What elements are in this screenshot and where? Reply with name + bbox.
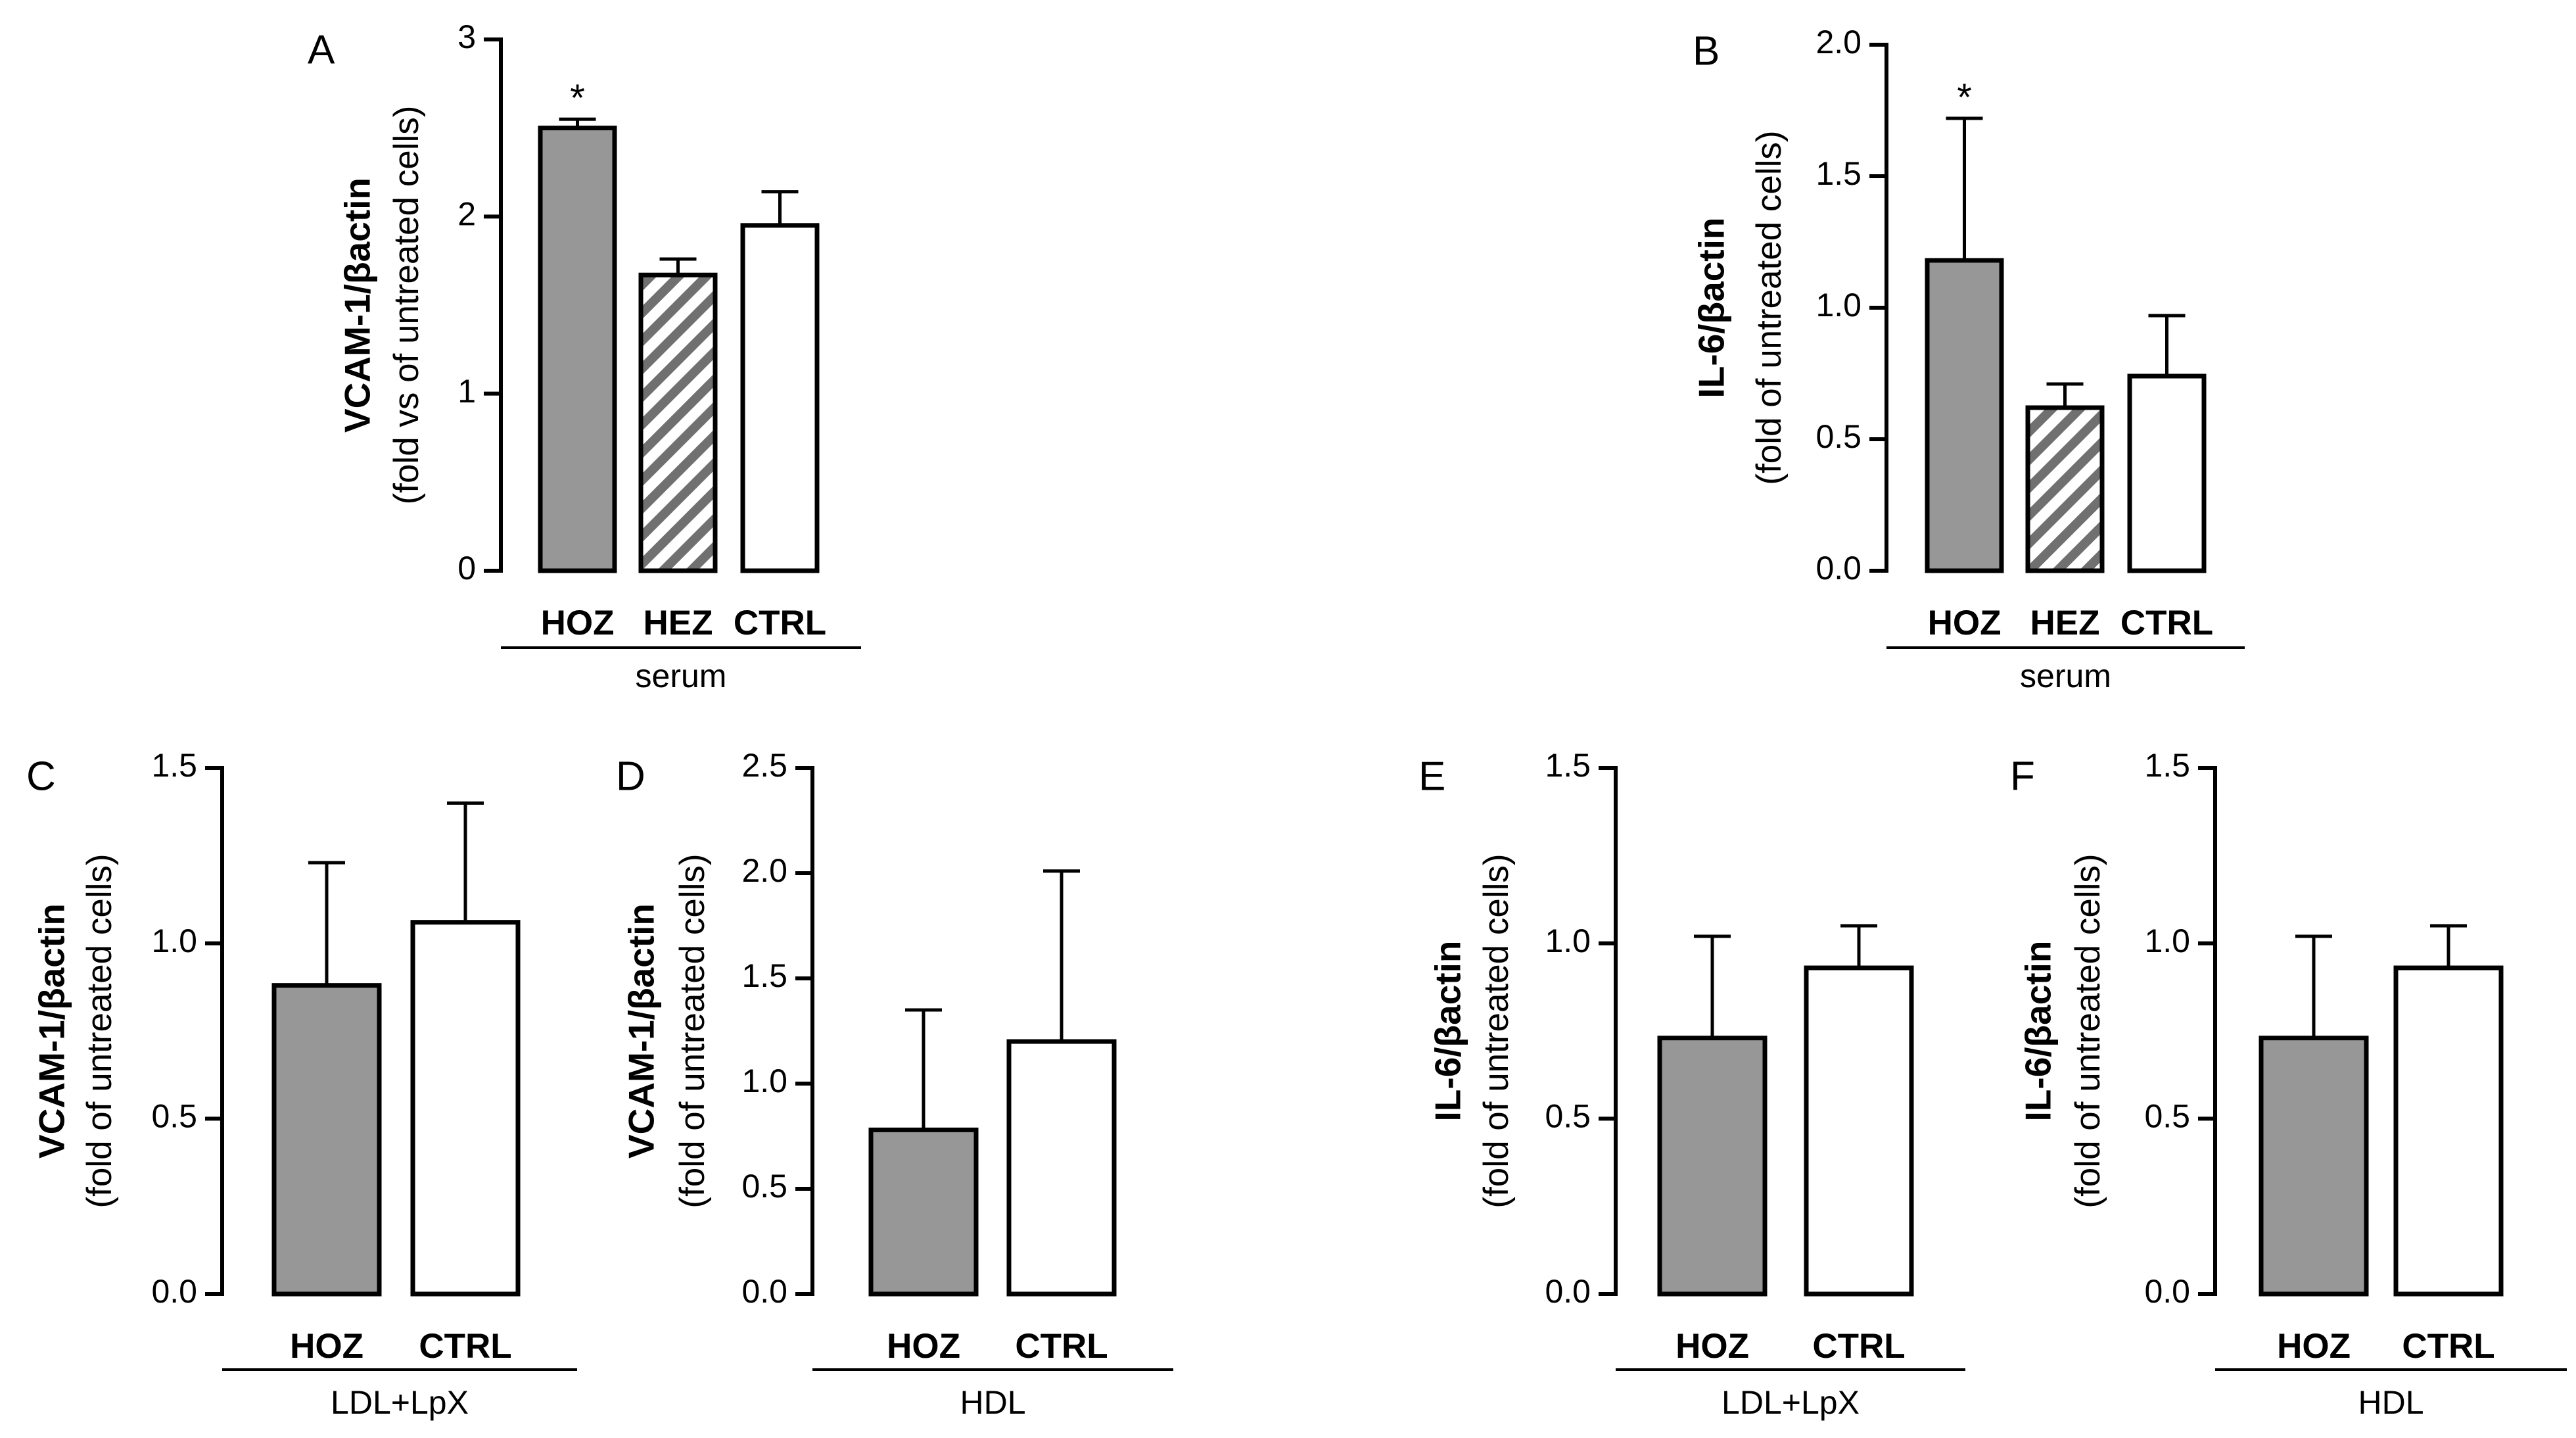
- panel-c-y-tick-label: 1.0: [151, 923, 197, 959]
- panel-e-bar-hoz: [1657, 1036, 1768, 1297]
- panel-b-y-tick-label: 2.0: [1815, 24, 1862, 60]
- panel-a-y-axis-title: VCAM-1/βactin: [337, 178, 378, 433]
- panel-c-letter: C: [26, 754, 56, 799]
- panel-d-category-label-hoz: HOZ: [887, 1327, 960, 1366]
- panel-b-category-label-hoz: HOZ: [1928, 604, 2002, 642]
- panel-d-y-tick-label: 0.0: [741, 1273, 787, 1310]
- panel-b-bar-hez: [2025, 405, 2105, 573]
- panel-b-letter: B: [1693, 28, 1720, 74]
- panel-d-category-label-ctrl: CTRL: [1015, 1327, 1108, 1366]
- panel-c-y-axis-subtitle: (fold of untreated cells): [80, 853, 119, 1208]
- panel-f-letter: F: [2010, 754, 2035, 799]
- panel-d-group-label: HDL: [960, 1384, 1025, 1421]
- panel-d-y-axis-subtitle: (fold of untreated cells): [673, 853, 712, 1208]
- panel-b-y-axis-title: IL-6/βactin: [1691, 218, 1732, 398]
- panel-f-y-tick-label: 0.0: [2144, 1273, 2190, 1310]
- panel-b-y-tick-label: 1.5: [1815, 155, 1862, 192]
- panel-a-bar-ctrl: [740, 223, 820, 573]
- panel-c-y-tick-label: 0.5: [151, 1098, 197, 1135]
- panel-c-group-label: LDL+LpX: [331, 1384, 469, 1421]
- panel-d-y-axis-title: VCAM-1/βactin: [621, 903, 662, 1159]
- panel-f-bar-ctrl: [2393, 965, 2504, 1297]
- panel-f-category-label-hoz: HOZ: [2277, 1327, 2351, 1366]
- panel-e-y-tick-label: 1.0: [1545, 923, 1591, 959]
- panel-d-y-tick-label: 2.0: [741, 852, 787, 889]
- panel-e-category-label-ctrl: CTRL: [1812, 1327, 1905, 1366]
- panel-e-group-label: LDL+LpX: [1721, 1384, 1860, 1421]
- panel-d-bar-hoz: [868, 1127, 979, 1297]
- panel-e-category-label-hoz: HOZ: [1675, 1327, 1749, 1366]
- panel-b-significance-hoz: *: [1957, 76, 1972, 119]
- panel-a-y-tick-label: 2: [457, 196, 476, 233]
- panel-a-category-label-hez: HEZ: [644, 604, 713, 642]
- panel-a-significance-hoz: *: [570, 77, 585, 120]
- panel-d-letter: D: [616, 754, 645, 799]
- panel-a-group-label: serum: [636, 658, 727, 694]
- panel-f-y-tick-label: 0.5: [2144, 1098, 2190, 1135]
- panel-c-category-label-hoz: HOZ: [290, 1327, 363, 1366]
- panel-f-group-label: HDL: [2358, 1384, 2424, 1421]
- panel-c-y-axis-title: VCAM-1/βactin: [32, 903, 72, 1159]
- panel-a-letter: A: [308, 27, 335, 72]
- panel-b-y-axis-subtitle: (fold of untreated cells): [1750, 130, 1789, 485]
- panel-c-bar-hoz: [271, 983, 382, 1297]
- panel-e-y-axis-title: IL-6/βactin: [1428, 941, 1468, 1122]
- panel-d: D 0.0 0.5 1.0 1.5 2.0 2.5 VCAM-1/βactin (fold of…: [616, 747, 1173, 1421]
- panel-e-y-tick-label: 0.5: [1545, 1098, 1591, 1135]
- panel-c: C 0.0 0.5 1.0 1.5 VCAM-1/βactin (fold of untre…: [26, 747, 577, 1421]
- panel-f-y-tick-label: 1.0: [2144, 923, 2190, 959]
- panel-e-y-axis-subtitle: (fold of untreated cells): [1477, 853, 1516, 1208]
- panel-d-y-tick-label: 1.5: [741, 957, 787, 994]
- panel-a: A 0 1 2 3 VCAM-1/βactin (fold vs of untreated …: [308, 18, 861, 694]
- panel-e-y-tick-label: 0.0: [1545, 1273, 1591, 1310]
- panel-f-y-axis-title: IL-6/βactin: [2018, 941, 2059, 1122]
- panel-a-category-label-ctrl: CTRL: [734, 604, 826, 642]
- panel-e-letter: E: [1418, 754, 1445, 799]
- panel-b-y-tick-label: 0.0: [1815, 550, 1862, 587]
- panel-a-y-axis-subtitle: (fold vs of untreated cells): [387, 106, 426, 505]
- panel-b-bar-ctrl: [2127, 373, 2207, 573]
- panel-c-y-tick-label: 0.0: [151, 1273, 197, 1310]
- panel-e-bar-ctrl: [1804, 965, 1914, 1297]
- panel-b-group-label: serum: [2020, 658, 2111, 694]
- panel-c-category-label-ctrl: CTRL: [419, 1327, 511, 1366]
- panel-d-y-tick-label: 1.0: [741, 1063, 787, 1099]
- panel-e-y-tick-label: 1.5: [1545, 747, 1591, 784]
- panel-d-y-tick-label: 2.5: [741, 747, 787, 784]
- panel-a-category-label-hoz: HOZ: [541, 604, 615, 642]
- panel-f-category-label-ctrl: CTRL: [2402, 1327, 2494, 1366]
- panel-d-bar-ctrl: [1006, 1039, 1117, 1297]
- panel-a-y-tick-label: 1: [457, 373, 476, 410]
- panel-b-category-label-ctrl: CTRL: [2120, 604, 2213, 642]
- panel-b: B 0.0 0.5 1.0 1.5 2.0 IL-6/βactin (fold of untr…: [1691, 24, 2245, 694]
- panel-b-category-label-hez: HEZ: [2030, 604, 2100, 642]
- panel-a-bar-hez: [638, 272, 718, 573]
- panel-f-bar-hoz: [2259, 1036, 2369, 1297]
- panel-a-bar-hoz: [538, 126, 617, 573]
- panel-c-y-tick-label: 1.5: [151, 747, 197, 784]
- panel-b-y-tick-label: 1.0: [1815, 287, 1862, 324]
- panel-a-y-tick-label: 0: [457, 550, 476, 587]
- panel-e: E 0.0 0.5 1.0 1.5 IL-6/βactin (fold of untreat…: [1418, 747, 1965, 1421]
- panel-f: F 0.0 0.5 1.0 1.5 IL-6/βactin (fold of untreat…: [2010, 747, 2567, 1421]
- panel-f-y-tick-label: 1.5: [2144, 747, 2190, 784]
- panel-a-y-tick-label: 3: [457, 18, 476, 55]
- panel-d-y-tick-label: 0.5: [741, 1168, 787, 1205]
- panel-b-y-tick-label: 0.5: [1815, 418, 1862, 455]
- panel-f-y-axis-subtitle: (fold of untreated cells): [2069, 853, 2107, 1208]
- panel-c-bar-ctrl: [410, 920, 521, 1297]
- panel-b-bar-hoz: [1925, 258, 2004, 573]
